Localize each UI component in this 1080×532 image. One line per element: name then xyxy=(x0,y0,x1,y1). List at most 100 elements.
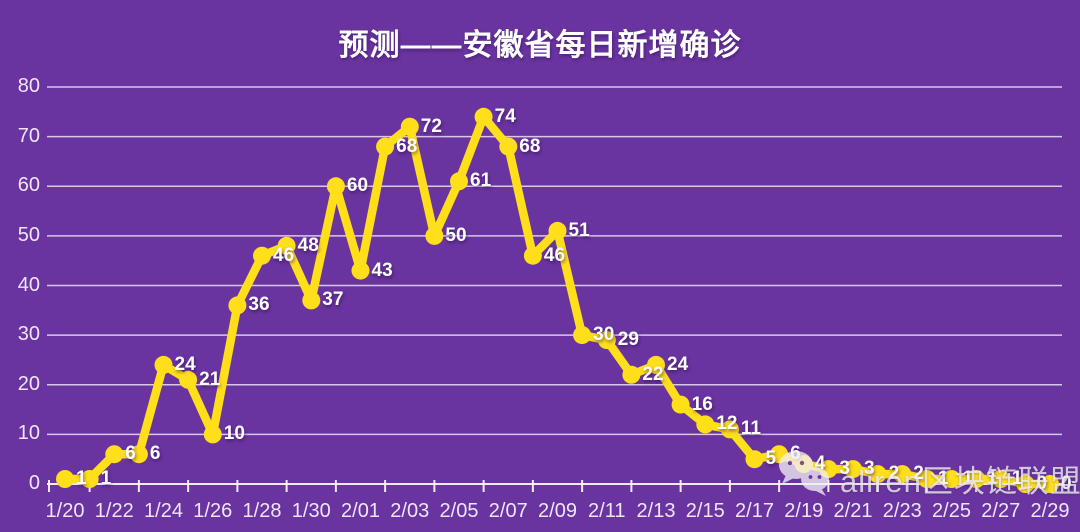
y-axis-tick-label: 70 xyxy=(17,124,40,147)
data-point-marker xyxy=(203,425,222,444)
x-axis-tick-label: 2/13 xyxy=(636,500,676,522)
data-point-label: 72 xyxy=(420,115,442,137)
chart-title: 预测——安徽省每日新增确诊 xyxy=(338,29,742,62)
y-axis-tick-label: 40 xyxy=(17,273,40,296)
x-axis-tick-label: 1/22 xyxy=(94,500,134,522)
x-axis-tick-label: 2/11 xyxy=(588,500,626,522)
y-axis-tick-label: 10 xyxy=(17,422,40,445)
data-point-marker xyxy=(720,420,739,439)
x-axis-tick-label: 2/27 xyxy=(981,500,1021,522)
data-point-label: 61 xyxy=(470,170,492,192)
data-point-marker xyxy=(326,177,345,196)
data-point-marker xyxy=(917,470,936,488)
y-axis-tick-label: 30 xyxy=(17,323,40,346)
data-point-label: 1 xyxy=(76,468,87,490)
data-point-label: 51 xyxy=(568,219,590,241)
data-point-label: 74 xyxy=(494,105,516,127)
data-point-marker xyxy=(450,172,468,191)
data-point-marker xyxy=(696,415,715,434)
data-point-marker xyxy=(425,226,444,245)
data-point-marker xyxy=(597,331,616,350)
wechat-icon xyxy=(779,451,829,496)
data-point-label: 2 xyxy=(913,463,924,485)
data-point-label: 50 xyxy=(445,224,467,246)
data-point-label: 46 xyxy=(273,244,295,266)
data-point-label: 3 xyxy=(864,458,875,480)
data-point-marker xyxy=(745,450,764,469)
data-point-label: 10 xyxy=(223,423,245,445)
data-point-marker xyxy=(105,445,124,464)
data-point-marker xyxy=(253,246,271,265)
data-point-marker xyxy=(991,470,1010,488)
data-point-label: 22 xyxy=(642,363,664,385)
data-point-marker xyxy=(376,137,395,156)
data-point-label: 37 xyxy=(322,289,344,311)
data-point-label: 60 xyxy=(346,175,369,197)
x-axis-tick-label: 2/29 xyxy=(1030,500,1070,522)
x-axis-tick-label: 2/23 xyxy=(882,500,922,522)
x-axis-tick-label: 2/19 xyxy=(784,500,824,522)
data-point-label: 24 xyxy=(174,353,196,375)
x-axis-tick-label: 2/09 xyxy=(538,500,577,522)
data-point-marker xyxy=(573,326,592,345)
data-point-label: 1 xyxy=(100,468,112,490)
x-axis-tick-label: 1/24 xyxy=(144,500,183,522)
y-axis-tick-label: 60 xyxy=(17,174,40,197)
data-point-label: 1 xyxy=(937,468,949,490)
data-point-label: 12 xyxy=(716,413,738,435)
data-point-marker xyxy=(671,395,690,414)
data-point-marker xyxy=(474,107,493,126)
data-point-label: 3 xyxy=(839,458,850,480)
data-point-label: 21 xyxy=(199,368,221,390)
watermark: aliren区块链联盟 xyxy=(772,448,1080,501)
data-point-label: 6 xyxy=(149,443,161,465)
y-axis-tick-label: 50 xyxy=(17,223,40,246)
data-point-marker xyxy=(647,355,665,374)
data-point-marker xyxy=(622,365,641,384)
x-axis-tick-label: 1/20 xyxy=(45,500,85,522)
x-axis-tick-label: 2/25 xyxy=(932,500,971,522)
data-point-label: 24 xyxy=(667,353,689,375)
data-point-marker xyxy=(400,117,419,136)
y-axis-tick-label: 20 xyxy=(17,372,40,395)
data-point-label: 6 xyxy=(125,443,136,465)
data-point-marker xyxy=(942,470,961,488)
data-point-label: 30 xyxy=(593,324,615,346)
data-point-label: 48 xyxy=(297,234,319,256)
watermark-text: aliren区块链联盟 xyxy=(840,464,1080,499)
data-point-marker xyxy=(302,291,321,310)
x-axis-tick-label: 2/21 xyxy=(833,500,873,522)
x-axis-tick-label: 2/07 xyxy=(488,500,528,522)
data-point-marker xyxy=(893,465,912,484)
x-axis-tick-label: 1/30 xyxy=(291,500,331,522)
x-axis-tick-label: 2/15 xyxy=(685,500,725,522)
data-point-label: 68 xyxy=(519,135,541,157)
data-point-marker xyxy=(1016,475,1035,493)
data-point-label: 68 xyxy=(396,135,418,157)
x-axis-tick-label: 2/03 xyxy=(390,500,430,522)
data-point-label: 5 xyxy=(765,448,777,470)
data-point-marker xyxy=(56,470,74,488)
x-axis-tick-label: 2/05 xyxy=(439,500,479,522)
data-point-label: 11 xyxy=(740,418,761,440)
x-axis-tick-label: 2/17 xyxy=(735,500,774,522)
data-point-marker xyxy=(351,261,370,280)
data-point-label: 1 xyxy=(1011,468,1023,490)
y-axis-tick-label: 80 xyxy=(17,75,40,97)
data-point-label: 0 xyxy=(1061,473,1072,494)
data-point-label: 1 xyxy=(987,468,998,490)
y-axis-tick-label: 0 xyxy=(28,472,40,494)
data-point-marker xyxy=(499,137,518,156)
data-point-label: 46 xyxy=(543,244,566,266)
data-point-marker xyxy=(154,355,173,374)
data-point-label: 1 xyxy=(962,468,974,490)
x-axis-tick-label: 1/28 xyxy=(242,500,282,522)
data-point-label: 0 xyxy=(1036,473,1047,494)
data-point-marker xyxy=(277,236,296,255)
data-point-marker xyxy=(967,470,986,488)
data-point-label: 4 xyxy=(814,453,826,475)
data-point-marker xyxy=(80,470,99,488)
data-point-marker xyxy=(523,246,542,265)
data-point-marker xyxy=(548,221,567,240)
